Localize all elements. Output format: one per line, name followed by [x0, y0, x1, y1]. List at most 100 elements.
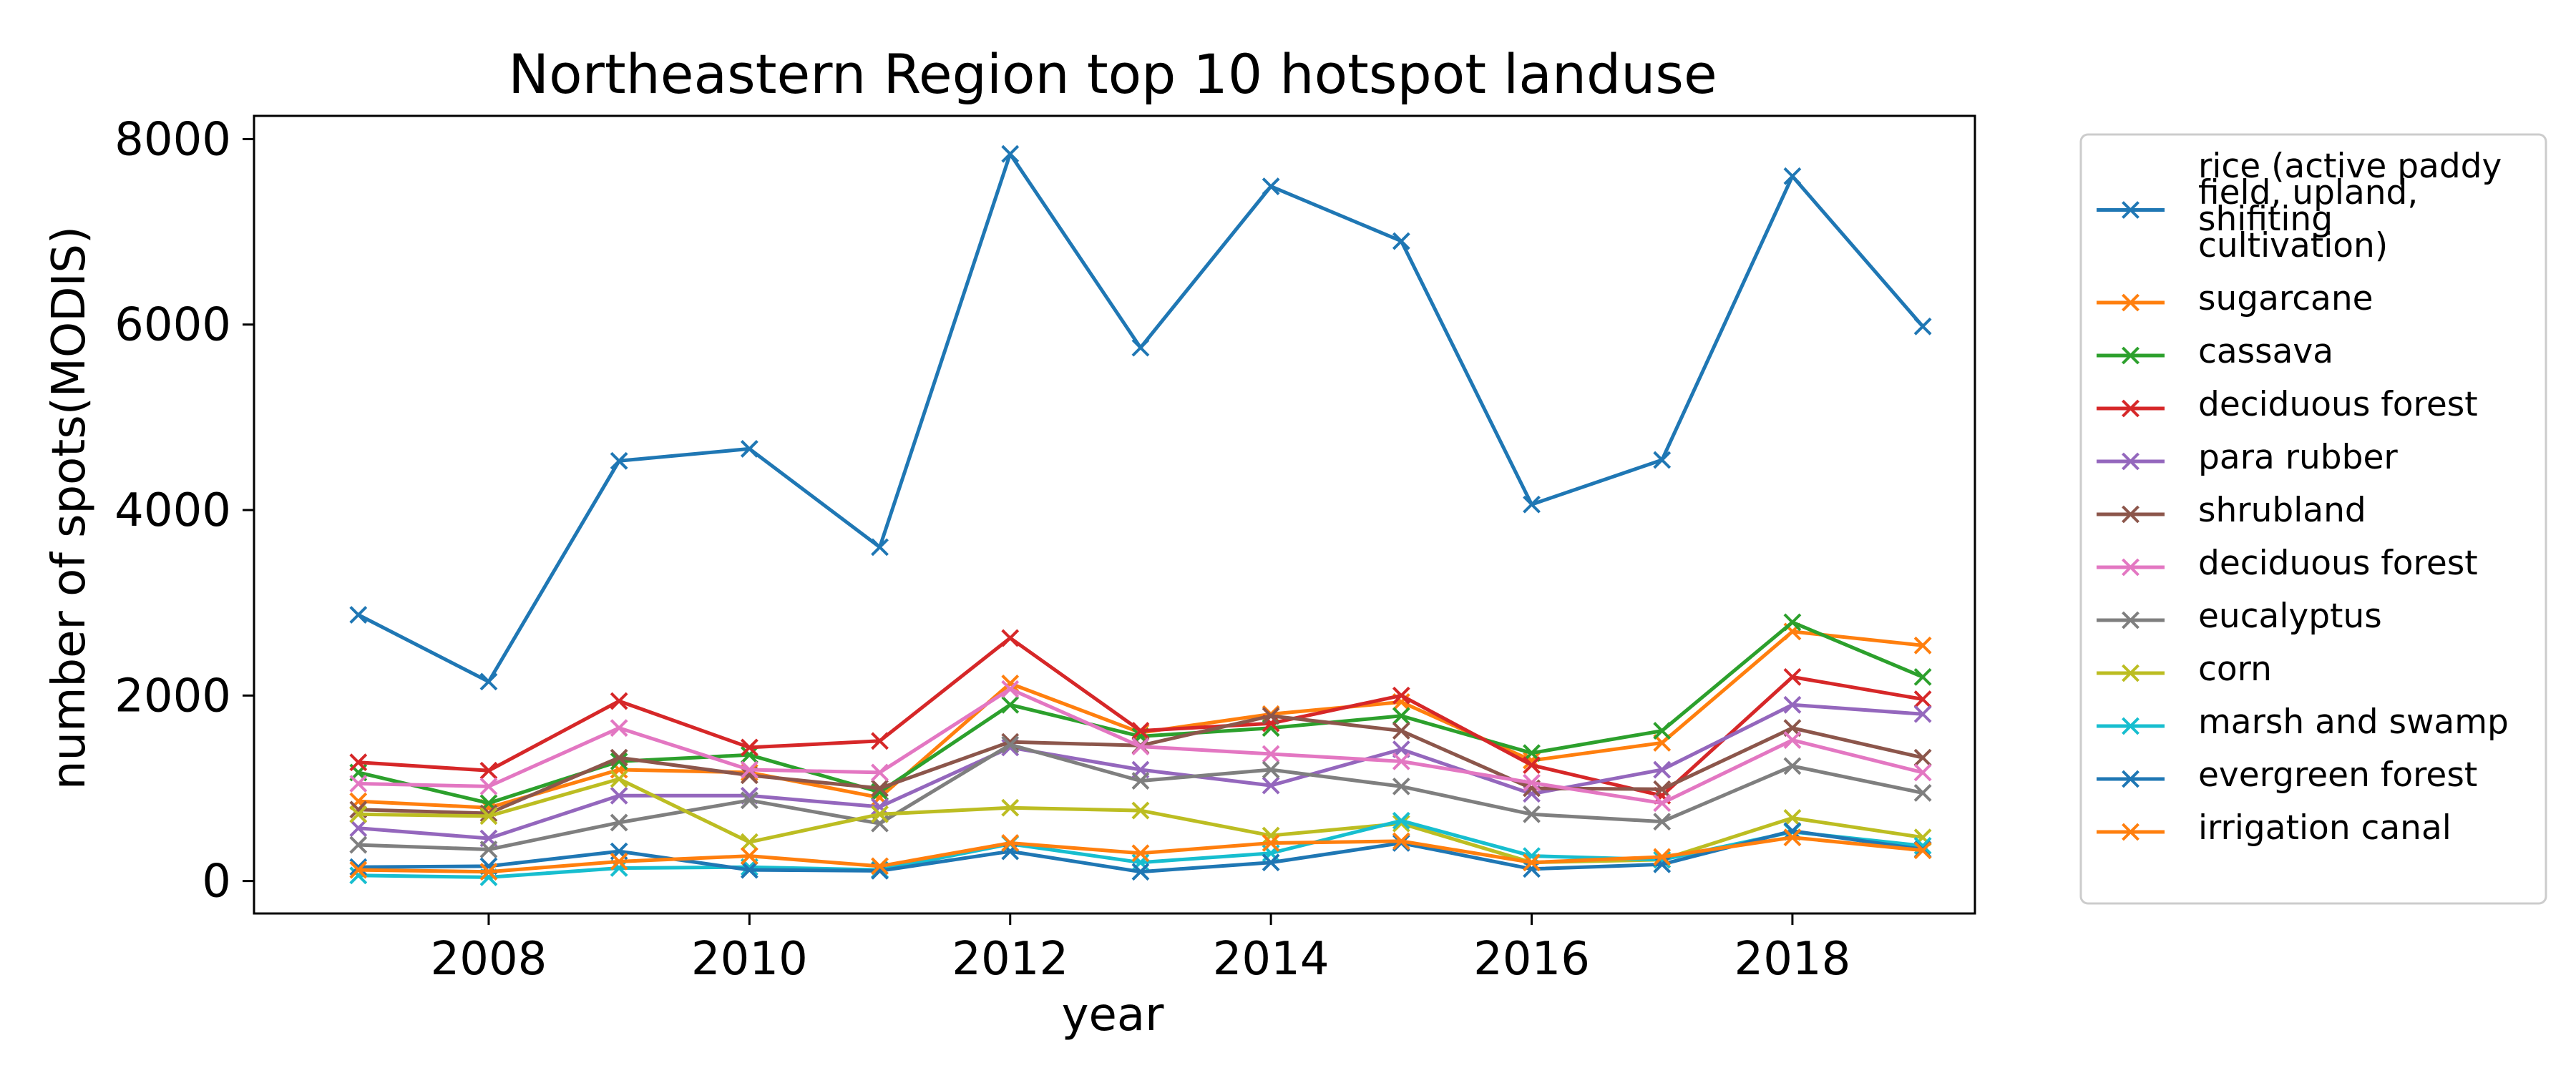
x-tick-label: 2016: [1473, 933, 1590, 986]
data-point: [1783, 828, 1802, 847]
data-point: [1001, 680, 1020, 698]
data-point: [349, 753, 368, 772]
series-7: [349, 680, 1932, 813]
data-point: [740, 738, 758, 757]
data-point: [1523, 853, 1541, 872]
y-tick-label: 8000: [114, 113, 231, 166]
data-point: [1262, 826, 1280, 845]
data-point: [871, 732, 889, 750]
data-point: [1783, 757, 1802, 775]
y-tick-label: 0: [202, 856, 231, 908]
data-point: [610, 451, 628, 470]
data-point: [1523, 805, 1541, 823]
data-point: [1001, 144, 1020, 163]
data-point: [1913, 748, 1932, 767]
x-tick-label: 2018: [1734, 933, 1850, 986]
data-point: [349, 836, 368, 854]
legend-item: irrigation canal: [2097, 808, 2451, 848]
legend-marker: [2122, 823, 2140, 841]
data-point: [1392, 811, 1410, 830]
legend-marker: [2122, 201, 2140, 219]
y-tick-label: 2000: [114, 670, 231, 722]
legend-label: shifiting: [2198, 200, 2333, 239]
legend-marker: [2122, 558, 2140, 577]
data-point: [479, 807, 498, 825]
legend-label: marsh and swamp: [2198, 702, 2509, 742]
data-point: [1131, 738, 1150, 756]
data-point: [1653, 760, 1672, 779]
legend-label: irrigation canal: [2198, 808, 2451, 848]
data-point: [1001, 695, 1020, 714]
data-point: [871, 779, 889, 798]
data-point: [1262, 745, 1280, 763]
data-point: [740, 833, 758, 851]
data-point: [479, 804, 498, 823]
data-point: [1392, 752, 1410, 770]
data-point: [1262, 707, 1280, 725]
data-point: [1783, 809, 1802, 827]
series-1: [349, 144, 1932, 691]
data-point: [1262, 853, 1280, 872]
data-point: [610, 786, 628, 805]
data-point: [1262, 776, 1280, 795]
legend-label: deciduous forest: [2198, 385, 2478, 424]
chart-title: Northeastern Region top 10 hotspot landu…: [508, 42, 1717, 106]
data-point: [1523, 495, 1541, 514]
y-tick-label: 4000: [114, 484, 231, 537]
data-point: [610, 748, 628, 767]
data-point: [479, 841, 498, 858]
data-point: [610, 852, 628, 871]
data-point: [1913, 317, 1932, 335]
x-tick-label: 2008: [431, 933, 547, 986]
legend-marker: [2122, 770, 2140, 788]
x-tick-label: 2014: [1213, 933, 1330, 986]
legend-label: para rubber: [2198, 438, 2398, 477]
data-point: [349, 858, 368, 876]
data-point: [1392, 814, 1410, 833]
data-point: [610, 813, 628, 832]
data-point: [1001, 629, 1020, 647]
legend-marker: [2122, 293, 2140, 312]
legend-box: [2079, 133, 2547, 905]
data-point: [1392, 686, 1410, 705]
data-point: [349, 792, 368, 810]
legend-item: marsh and swamp: [2097, 702, 2509, 742]
data-point: [479, 863, 498, 881]
data-point: [349, 819, 368, 838]
legend-item: eucalyptus: [2097, 597, 2382, 636]
data-point: [740, 861, 758, 879]
data-point: [1653, 813, 1672, 831]
legend-item: deciduous forest: [2097, 385, 2478, 424]
data-point: [1392, 232, 1410, 250]
data-point: [1653, 794, 1672, 813]
data-point: [1523, 773, 1541, 792]
data-point: [349, 861, 368, 879]
legend-label: shrubland: [2198, 491, 2366, 530]
data-point: [610, 719, 628, 738]
data-point: [1783, 667, 1802, 686]
data-point: [610, 692, 628, 710]
data-point: [1131, 801, 1150, 820]
data-point: [1913, 636, 1932, 655]
legend-label: cassava: [2198, 332, 2333, 371]
y-axis-label: number of spots(MODIS): [43, 226, 96, 790]
data-point: [1001, 834, 1020, 852]
data-point: [1262, 760, 1280, 779]
data-point: [1913, 841, 1932, 860]
series-8: [349, 735, 1932, 858]
legend-item: deciduous forest: [2097, 544, 2478, 583]
data-point: [1001, 842, 1020, 861]
data-point: [1392, 832, 1410, 851]
data-point: [610, 752, 628, 770]
legend-label: rice (active paddy: [2198, 147, 2502, 186]
data-point: [1001, 675, 1020, 692]
data-point: [1392, 777, 1410, 795]
legend-item: sugarcane: [2097, 279, 2373, 318]
data-point: [1913, 690, 1932, 708]
data-point: [479, 672, 498, 691]
data-point: [1131, 772, 1150, 790]
data-point: [1783, 613, 1802, 632]
data-point: [871, 798, 889, 816]
axes: 2008 2010 2012 2014 2016 2018 0 2000 4000 6000 800…: [114, 113, 1976, 986]
